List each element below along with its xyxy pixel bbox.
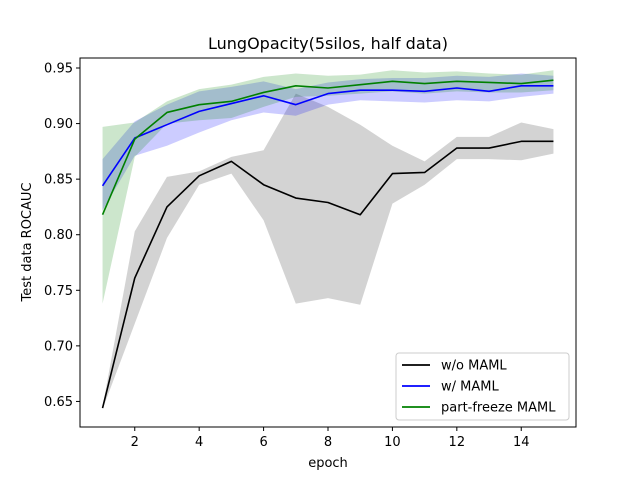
y-tick-label: 0.80: [44, 228, 73, 243]
legend-label-part-freeze-maml: part-freeze MAML: [441, 401, 556, 416]
series-lines: [101, 79, 554, 409]
legend-box: [395, 352, 570, 421]
x-tick-label: 14: [513, 435, 530, 450]
y-tick-label: 0.85: [44, 173, 73, 188]
band-w-o-maml: [102, 93, 554, 410]
y-tick-label: 0.90: [44, 117, 73, 132]
y-axis-label: Test data ROCAUC: [20, 183, 35, 303]
x-tick-label: 10: [384, 435, 401, 450]
legend-label-w-maml: w/ MAML: [441, 380, 499, 395]
chart-title: LungOpacity(5silos, half data): [208, 34, 448, 53]
x-tick-label: 8: [324, 435, 332, 450]
x-tick-label: 12: [449, 435, 466, 450]
x-tick-label: 4: [195, 435, 203, 450]
y-tick-label: 0.65: [44, 395, 73, 410]
x-tick-label: 6: [259, 435, 267, 450]
x-axis-label: epoch: [308, 456, 348, 471]
line-w-o-maml: [101, 140, 554, 409]
legend: w/o MAML w/ MAML part-freeze MAML: [395, 352, 570, 421]
y-tick-label: 0.70: [44, 339, 73, 354]
y-tick-label: 0.75: [44, 284, 73, 299]
legend-label-w-o-maml: w/o MAML: [441, 359, 507, 374]
y-tick-label: 0.95: [44, 62, 73, 77]
line-part-freeze-maml: [101, 79, 554, 216]
line-w-maml: [101, 84, 554, 187]
x-axis-ticks: 2 4 6 8 10 12 14: [131, 427, 530, 450]
y-axis-ticks: 0.65 0.70 0.75 0.80 0.85 0.90 0.95: [44, 62, 80, 410]
x-tick-label: 2: [131, 435, 139, 450]
